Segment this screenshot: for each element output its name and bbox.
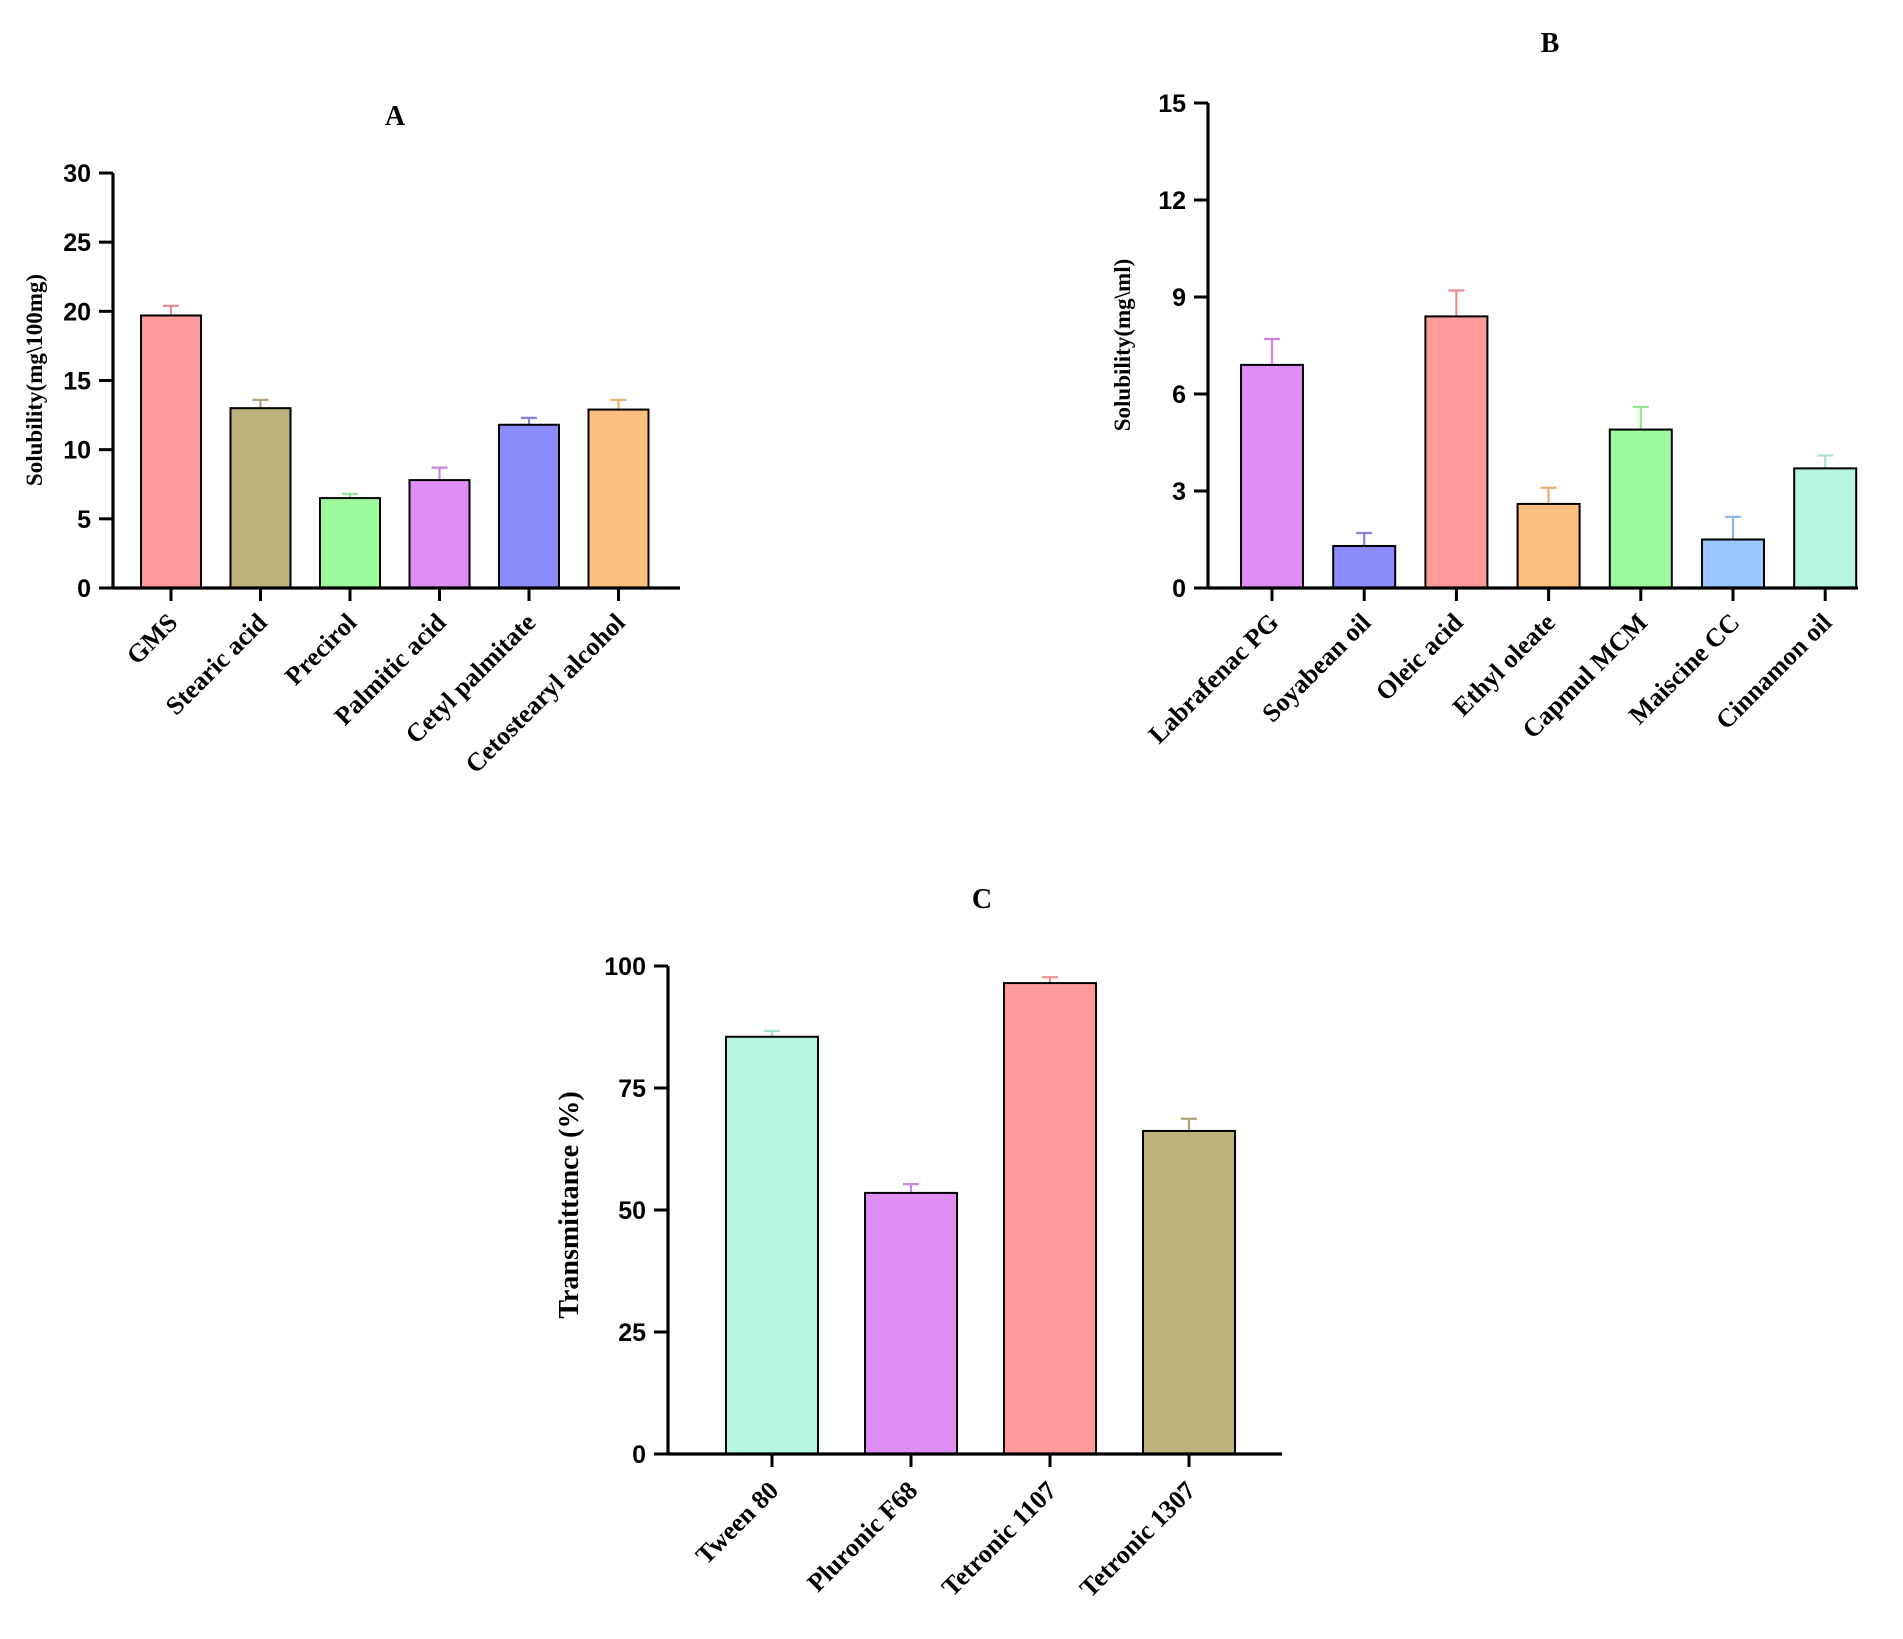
y-axis-label: Solubility(mg\100mg) — [22, 274, 47, 486]
chart-title: A — [385, 101, 406, 132]
chart-title: B — [1541, 28, 1560, 59]
bar — [1516, 502, 1581, 589]
y-axis-label: Solubility(mg\ml) — [1110, 259, 1135, 432]
y-tick-label: 15 — [63, 368, 91, 396]
x-tick-label: Precirol — [279, 608, 362, 691]
y-tick-label: 12 — [1158, 187, 1186, 215]
y-tick-label: 75 — [618, 1075, 646, 1103]
bar — [140, 314, 202, 589]
bar — [1003, 982, 1097, 1456]
y-tick-label: 20 — [63, 298, 91, 326]
y-tick-label: 3 — [1172, 478, 1186, 506]
x-tick-label: GMS — [121, 608, 183, 670]
y-tick-label: 9 — [1172, 284, 1186, 312]
y-tick-label: 50 — [618, 1197, 646, 1225]
x-tick-label: Tetronic 1307 — [1074, 1476, 1201, 1603]
chart-panel-a: ASolubility(mg\100mg)051015202530GMSStea… — [22, 101, 680, 779]
y-tick-label: 0 — [77, 575, 91, 603]
bar — [408, 479, 471, 590]
bar — [1793, 467, 1858, 589]
y-tick-label: 25 — [63, 229, 91, 257]
bar — [229, 407, 292, 589]
bar — [319, 497, 381, 590]
y-tick-label: 5 — [77, 506, 91, 534]
y-tick-label: 25 — [618, 1319, 646, 1347]
bar — [1142, 1129, 1236, 1455]
y-tick-label: 0 — [632, 1441, 646, 1469]
x-tick-label: Pluronic F68 — [801, 1476, 923, 1598]
y-tick-label: 15 — [1158, 90, 1186, 118]
y-tick-label: 30 — [63, 160, 91, 188]
bar — [1701, 538, 1765, 589]
bar — [725, 1035, 819, 1455]
y-tick-label: 0 — [1172, 575, 1186, 603]
y-tick-label: 100 — [604, 953, 646, 981]
bar — [864, 1191, 958, 1456]
y-tick-label: 6 — [1172, 381, 1186, 409]
x-tick-label: Cetostearyl alcohol — [460, 608, 631, 779]
bar — [587, 408, 650, 589]
x-tick-label: Tween 80 — [690, 1476, 784, 1570]
x-tick-label: Labrafenac PG — [1143, 608, 1285, 750]
bar — [498, 423, 560, 589]
y-tick-label: 10 — [63, 437, 91, 465]
x-tick-label: Tetronic 1107 — [936, 1476, 1062, 1602]
bar — [1240, 363, 1304, 589]
x-tick-label: Oleic acid — [1370, 607, 1469, 706]
chart-title: C — [972, 884, 992, 915]
bar — [1424, 315, 1489, 589]
bar — [1332, 544, 1397, 590]
chart-panel-c: C Transmittance (%) 0 25 50 75 100 Tween 80 Plur… — [554, 884, 1282, 1603]
y-axis-label: Transmittance (%) — [554, 1091, 585, 1318]
bar — [1608, 428, 1673, 590]
